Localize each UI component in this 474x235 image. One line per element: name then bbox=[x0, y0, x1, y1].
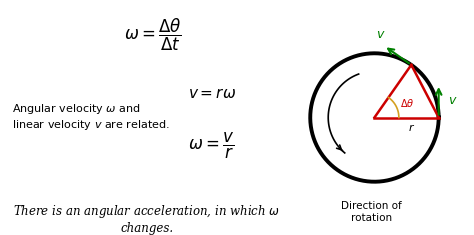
Text: $\omega = \dfrac{\Delta\theta}{\Delta t}$: $\omega = \dfrac{\Delta\theta}{\Delta t}… bbox=[124, 17, 182, 53]
Text: $v = r\omega$: $v = r\omega$ bbox=[188, 87, 236, 101]
Text: $v$: $v$ bbox=[448, 94, 458, 107]
Text: Direction of
rotation: Direction of rotation bbox=[341, 201, 401, 223]
Text: $v$: $v$ bbox=[376, 27, 385, 41]
Text: $r$: $r$ bbox=[408, 122, 415, 133]
Text: There is an angular acceleration, in which $\omega$
changes.: There is an angular acceleration, in whi… bbox=[13, 203, 281, 235]
Text: $\Delta\theta$: $\Delta\theta$ bbox=[400, 97, 415, 109]
Text: Angular velocity $\omega$ and
linear velocity $v$ are related.: Angular velocity $\omega$ and linear vel… bbox=[12, 102, 170, 133]
Text: $\omega = \dfrac{v}{r}$: $\omega = \dfrac{v}{r}$ bbox=[188, 131, 235, 161]
